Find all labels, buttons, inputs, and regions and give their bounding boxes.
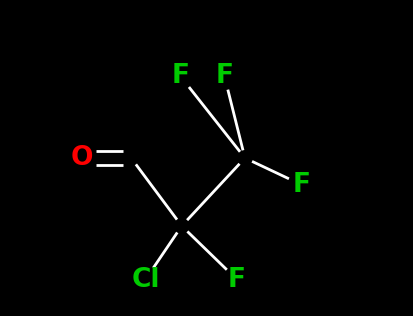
Text: O: O [71,145,93,171]
Text: F: F [215,63,233,89]
Text: Cl: Cl [131,267,159,293]
Text: F: F [228,267,245,293]
Text: F: F [292,172,310,198]
Text: F: F [171,63,189,89]
